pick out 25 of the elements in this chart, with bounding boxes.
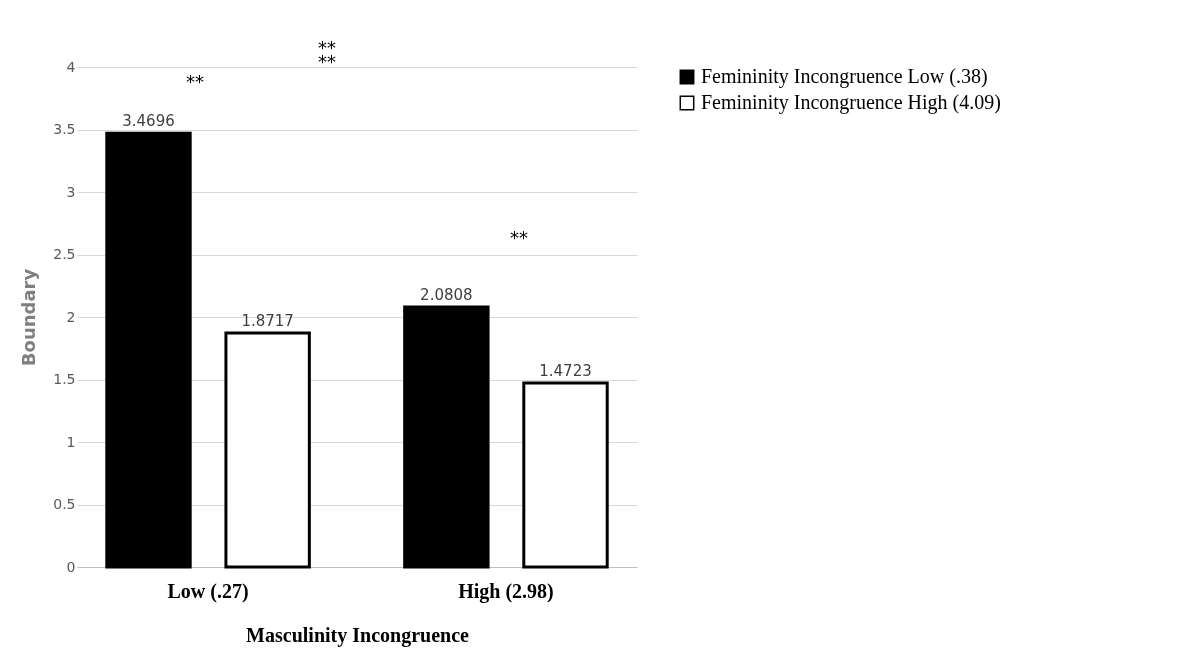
data-label: 3.4696 xyxy=(122,112,175,131)
y-tick-label: 0 xyxy=(66,558,76,575)
data-label: 1.8717 xyxy=(241,312,294,331)
y-tick-label: 3 xyxy=(66,183,76,200)
y-tick-label: 2.5 xyxy=(53,246,76,262)
x-axis-title: Masculinity Incongruence xyxy=(246,623,470,647)
legend-label: Femininity Incongruence High (4.09) xyxy=(701,91,1001,114)
data-label: 1.4723 xyxy=(539,361,592,380)
y-tick-label: 3.5 xyxy=(53,121,76,137)
bar xyxy=(224,331,311,569)
y-tick-label: 4 xyxy=(66,58,76,75)
bar xyxy=(105,131,192,569)
y-axis-title: Boundary xyxy=(18,268,40,367)
annotation: ** xyxy=(510,227,528,248)
x-tick-label: High (2.98) xyxy=(458,579,554,603)
y-tick-label: 2 xyxy=(66,308,76,325)
bar xyxy=(522,381,609,569)
y-tick-label: 1 xyxy=(66,433,76,450)
annotation: ** xyxy=(186,71,204,92)
x-tick-label: Low (.27) xyxy=(167,579,249,603)
legend-label: Femininity Incongruence Low (.38) xyxy=(701,65,988,88)
data-label: 2.0808 xyxy=(420,285,473,304)
bar xyxy=(403,305,490,569)
y-tick-label: 0.5 xyxy=(53,496,76,512)
y-tick-label: 1.5 xyxy=(53,371,76,387)
